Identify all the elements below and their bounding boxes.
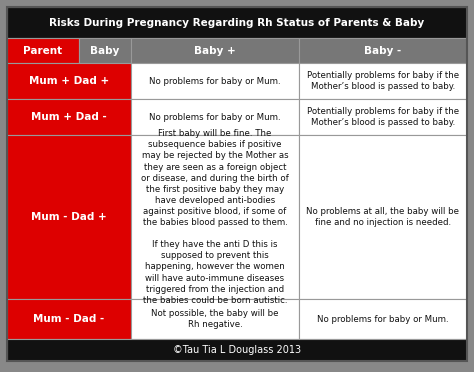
Bar <box>131 135 299 299</box>
Text: Risks During Pregnancy Regarding Rh Status of Parents & Baby: Risks During Pregnancy Regarding Rh Stat… <box>49 17 425 28</box>
Text: No problems for baby or Mum.: No problems for baby or Mum. <box>317 314 449 324</box>
Bar <box>7 38 79 63</box>
Text: Baby: Baby <box>91 45 120 55</box>
Bar <box>131 99 299 135</box>
Text: Mum - Dad -: Mum - Dad - <box>33 314 105 324</box>
Text: Baby +: Baby + <box>194 45 236 55</box>
Bar <box>79 38 131 63</box>
Text: Potentially problems for baby if the
Mother’s blood is passed to baby.: Potentially problems for baby if the Mot… <box>307 107 459 127</box>
Bar <box>131 38 299 63</box>
Text: No problems for baby or Mum.: No problems for baby or Mum. <box>149 112 281 122</box>
Text: Not possible, the baby will be
Rh negative.: Not possible, the baby will be Rh negati… <box>151 309 279 329</box>
Text: No problems for baby or Mum.: No problems for baby or Mum. <box>149 77 281 86</box>
Bar <box>299 299 467 339</box>
Bar <box>7 135 131 299</box>
Text: Mum + Dad -: Mum + Dad - <box>31 112 107 122</box>
Text: Mum + Dad +: Mum + Dad + <box>29 76 109 86</box>
Text: No problems at all, the baby will be
fine and no injection is needed.: No problems at all, the baby will be fin… <box>307 207 459 227</box>
Bar <box>299 63 467 99</box>
Text: ©Tau Tia L Douglass 2013: ©Tau Tia L Douglass 2013 <box>173 345 301 355</box>
Text: First baby will be fine. The
subsequence babies if positive
may be rejected by t: First baby will be fine. The subsequence… <box>141 129 289 305</box>
Text: Parent: Parent <box>23 45 63 55</box>
Bar <box>7 339 467 361</box>
Text: Mum - Dad +: Mum - Dad + <box>31 212 107 222</box>
Bar <box>131 63 299 99</box>
Bar <box>131 299 299 339</box>
Bar <box>7 7 467 38</box>
Bar <box>7 63 131 99</box>
Bar <box>7 299 131 339</box>
Text: Baby -: Baby - <box>365 45 401 55</box>
Bar <box>7 99 131 135</box>
Bar <box>299 99 467 135</box>
Text: Potentially problems for baby if the
Mother’s blood is passed to baby.: Potentially problems for baby if the Mot… <box>307 71 459 91</box>
Bar <box>299 135 467 299</box>
Bar <box>299 38 467 63</box>
